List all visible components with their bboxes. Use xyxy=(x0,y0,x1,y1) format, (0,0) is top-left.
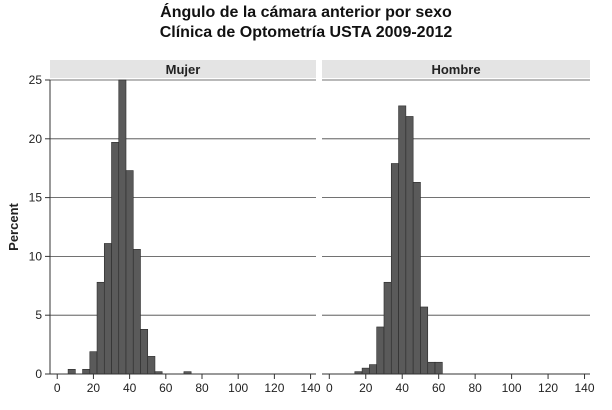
x-tick-label: 100 xyxy=(502,381,522,395)
x-tick-label: 120 xyxy=(538,381,558,395)
bar-mujer xyxy=(89,351,98,375)
y-tick-label: 5 xyxy=(35,308,42,322)
bar-hombre xyxy=(383,281,392,375)
y-tick-label: 15 xyxy=(29,191,43,205)
bar-hombre xyxy=(420,306,429,375)
x-tick-label: 60 xyxy=(432,381,446,395)
x-tick-label: 0 xyxy=(326,381,333,395)
y-tick-label: 20 xyxy=(29,132,43,146)
bar-mujer xyxy=(111,142,120,375)
chart-title-line-1: Ángulo de la cámara anterior por sexo xyxy=(160,4,452,21)
y-tick-label: 0 xyxy=(35,367,42,381)
bar-hombre xyxy=(412,182,421,375)
x-tick-label: 0 xyxy=(54,381,61,395)
x-tick-label: 120 xyxy=(264,381,284,395)
bar-mujer xyxy=(118,79,127,375)
y-axis-label: Percent xyxy=(6,202,21,250)
bar-hombre xyxy=(398,105,407,375)
bar-hombre xyxy=(369,364,377,375)
bar-hombre xyxy=(405,116,414,375)
x-tick-label: 80 xyxy=(468,381,482,395)
x-tick-label: 20 xyxy=(87,381,101,395)
bar-mujer xyxy=(96,281,105,375)
bar-hombre xyxy=(361,367,370,375)
bar-mujer xyxy=(132,249,141,375)
x-tick-label: 20 xyxy=(359,381,373,395)
bar-mujer xyxy=(67,368,76,375)
bar-mujer xyxy=(140,329,149,375)
bar-mujer xyxy=(82,368,91,375)
x-tick-label: 140 xyxy=(575,381,595,395)
panel-title: Mujer xyxy=(166,62,201,77)
x-tick-label: 40 xyxy=(123,381,137,395)
bar-mujer xyxy=(103,243,112,375)
x-tick-label: 100 xyxy=(228,381,248,395)
panel-header-1 xyxy=(322,60,590,78)
bar-hombre xyxy=(434,361,443,375)
panel-header-0 xyxy=(50,60,316,78)
bar-hombre xyxy=(376,326,385,375)
x-tick-label: 80 xyxy=(195,381,209,395)
bar-hombre xyxy=(427,361,436,375)
y-tick-label: 10 xyxy=(29,249,43,263)
bar-hombre xyxy=(390,163,399,375)
chart-title-line-2: Clínica de Optometría USTA 2009-2012 xyxy=(159,24,453,41)
panel-title: Hombre xyxy=(431,62,480,77)
x-tick-label: 140 xyxy=(301,381,321,395)
bar-mujer xyxy=(125,170,134,375)
x-tick-label: 60 xyxy=(159,381,173,395)
x-tick-label: 40 xyxy=(396,381,410,395)
bar-mujer xyxy=(147,356,156,375)
y-tick-label: 25 xyxy=(29,73,43,87)
